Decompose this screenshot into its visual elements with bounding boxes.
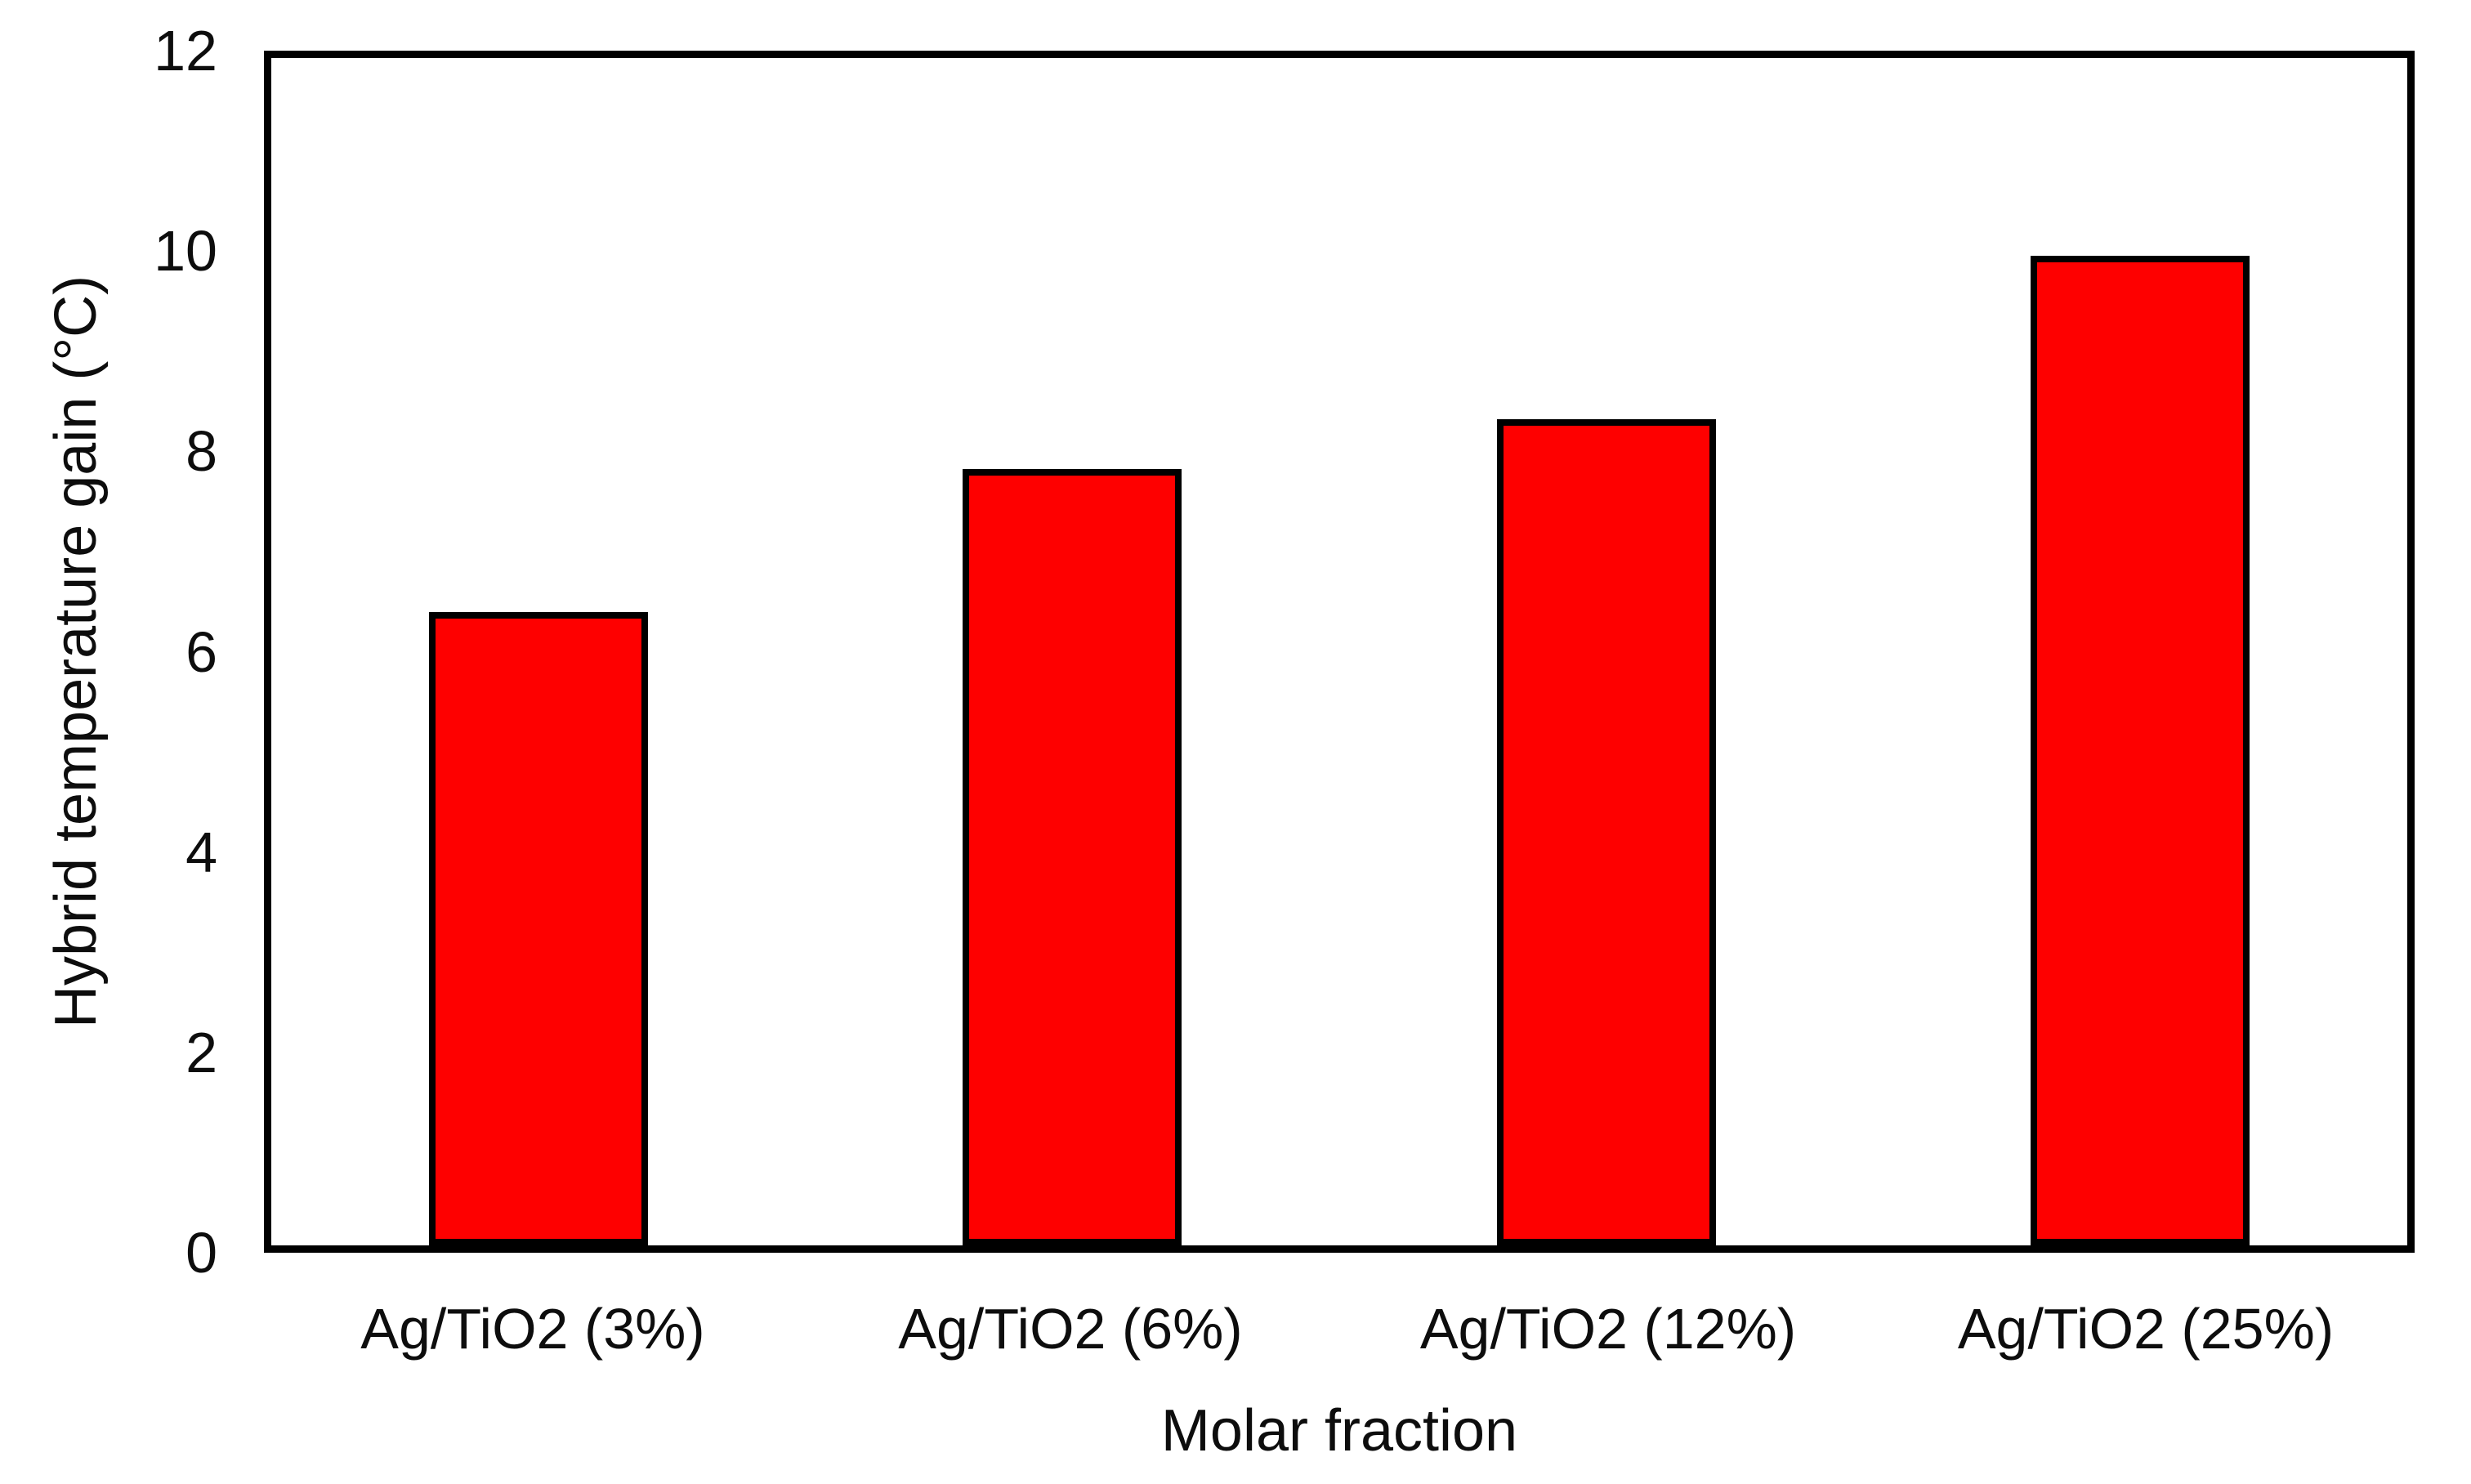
- x-tick-label-Ag/TiO2 (12%): Ag/TiO2 (12%): [1419, 1297, 1797, 1361]
- y-axis-tick-labels: 0 2 4 6 8 10 12: [0, 22, 217, 1281]
- x-tick-label-Ag/TiO2 (25%): Ag/TiO2 (25%): [1957, 1297, 2335, 1361]
- y-tick-label-4: 4: [185, 820, 217, 884]
- plot-area: [264, 51, 2415, 1253]
- x-tick-label-Ag/TiO2 (3%): Ag/TiO2 (3%): [360, 1297, 705, 1361]
- y-tick-label-6: 6: [185, 619, 217, 684]
- bar-Ag/TiO2 (3%): [428, 612, 648, 1245]
- y-tick-label-8: 8: [185, 419, 217, 484]
- x-tick-label-Ag/TiO2 (6%): Ag/TiO2 (6%): [898, 1297, 1243, 1361]
- bar-Ag/TiO2 (25%): [2031, 256, 2250, 1245]
- y-tick-label-2: 2: [185, 1020, 217, 1084]
- x-axis-tick-labels: Ag/TiO2 (3%) Ag/TiO2 (6%) Ag/TiO2 (12%) Ag/…: [264, 1298, 2415, 1371]
- y-tick-label-10: 10: [154, 219, 217, 284]
- x-axis-title: Molar fraction: [1160, 1398, 1518, 1464]
- bar-Ag/TiO2 (12%): [1496, 418, 1716, 1245]
- bar-Ag/TiO2 (6%): [963, 468, 1182, 1245]
- y-tick-label-12: 12: [154, 19, 217, 83]
- y-tick-label-0: 0: [185, 1221, 217, 1285]
